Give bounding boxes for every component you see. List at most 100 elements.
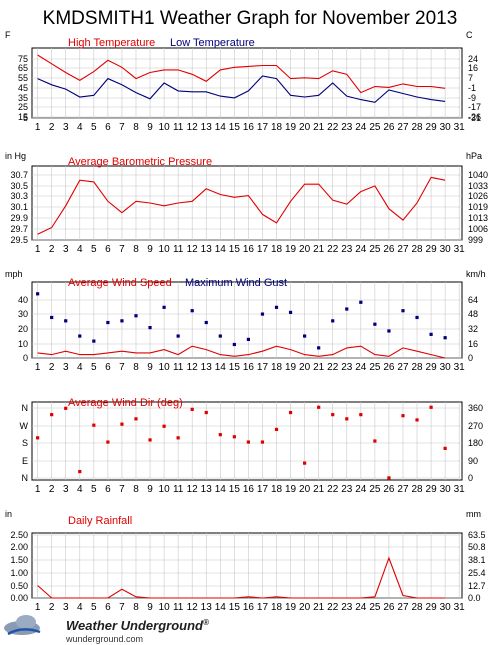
graph-title: KMDSMITH1 Weather Graph for November 201… [43,8,458,29]
day-label: 18 [271,484,283,495]
left-tick-label: 75 [18,54,28,64]
day-label: 14 [215,122,227,133]
day-label: 30 [440,244,452,255]
data-point [120,422,124,426]
right-tick-label: 1026 [468,191,488,201]
right-unit-label: C [466,30,473,40]
day-label: 23 [341,602,353,613]
day-label: 25 [369,484,381,495]
day-label: 4 [77,484,83,495]
day-label: 13 [201,602,213,613]
day-label: 31 [454,362,466,373]
day-label: 24 [355,602,367,613]
day-label: 28 [411,244,423,255]
right-tick-label: 32 [468,324,478,334]
day-label: 29 [426,244,438,255]
day-label: 17 [257,362,269,373]
day-label: 15 [229,244,241,255]
right-tick-label: -1 [468,83,476,93]
day-label: 15 [229,484,241,495]
left-tick-label: 5 [23,113,28,123]
legend-entry: Maximum Wind Gust [185,277,287,289]
left-tick-label: W [20,421,29,431]
day-label: 31 [454,122,466,133]
data-point [92,423,96,427]
day-label: 10 [159,244,171,255]
day-label: 15 [229,362,241,373]
day-label: 22 [327,362,339,373]
right-tick-label: 50.8 [468,542,486,552]
day-label: 15 [229,122,241,133]
left-tick-label: 29.7 [10,224,28,234]
data-point [64,319,68,323]
data-point [232,435,236,439]
data-point [317,346,321,350]
day-label: 25 [369,602,381,613]
plot-frame [31,401,463,481]
legend-entry: Low Temperature [170,37,255,49]
day-label: 11 [173,602,184,613]
day-label: 5 [91,362,97,373]
day-label: 25 [369,122,381,133]
day-label: 4 [77,244,83,255]
day-label: 13 [201,122,213,133]
right-tick-label: 7 [468,73,473,83]
day-label: 13 [201,362,213,373]
data-point [162,424,166,428]
right-tick-label: -9 [468,93,476,103]
data-point [303,334,307,338]
day-label: 6 [105,602,111,613]
day-label: 16 [243,484,255,495]
day-label: 27 [397,362,409,373]
data-point [373,439,377,443]
day-label: 7 [119,122,125,133]
day-label: 21 [313,484,325,495]
right-tick-label: 0 [468,353,473,363]
left-tick-label: N [22,473,29,483]
series-line [37,54,446,94]
left-tick-label: S [22,438,28,448]
left-unit-label: in [5,509,12,519]
left-tick-label: E [22,456,28,466]
day-label: 21 [313,602,325,613]
day-label: 6 [105,484,111,495]
series-line [37,345,446,359]
left-unit-label: in Hg [5,151,26,161]
day-label: 30 [440,484,452,495]
left-tick-label: 10 [18,339,28,349]
right-tick-label: 1033 [468,181,488,191]
day-label: 1 [35,122,41,133]
day-label: 31 [454,244,466,255]
day-label: 19 [285,244,297,255]
data-point [92,339,96,343]
day-label: 23 [341,244,353,255]
right-tick-label: -31 [468,113,481,123]
day-label: 21 [313,122,325,133]
day-label: 2 [49,602,55,613]
day-label: 24 [355,362,367,373]
day-label: 26 [383,602,395,613]
right-tick-label: 16 [468,63,478,73]
day-label: 29 [426,362,438,373]
data-point [260,440,265,444]
day-label: 4 [77,122,83,133]
day-label: 14 [215,602,227,613]
day-label: 27 [397,484,409,495]
data-point [218,433,222,437]
day-label: 28 [411,122,423,133]
right-unit-label: km/h [466,269,486,279]
data-point [134,314,138,318]
day-label: 3 [63,244,69,255]
data-point [401,414,405,418]
day-label: 11 [173,244,184,255]
left-unit-label: mph [5,269,23,279]
day-label: 18 [271,362,283,373]
day-label: 10 [159,484,171,495]
day-label: 31 [454,602,466,613]
day-label: 26 [383,484,395,495]
right-tick-label: 48 [468,309,478,319]
data-point [162,305,166,309]
day-label: 8 [133,244,139,255]
